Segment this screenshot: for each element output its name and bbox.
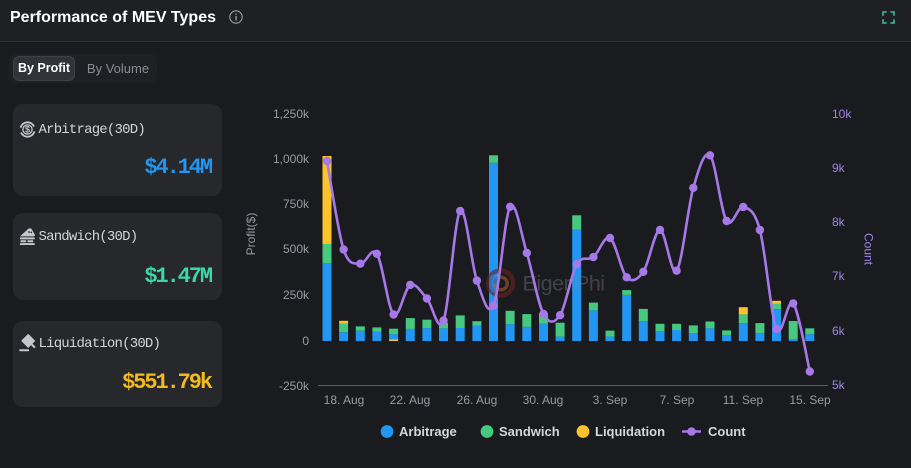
svg-text:18. Aug: 18. Aug xyxy=(324,393,365,407)
svg-text:5k: 5k xyxy=(832,378,846,392)
svg-text:30. Aug: 30. Aug xyxy=(523,393,564,407)
svg-text:500k: 500k xyxy=(283,242,310,256)
svg-text:-250k: -250k xyxy=(279,379,310,393)
svg-text:11. Sep: 11. Sep xyxy=(723,393,764,407)
svg-text:3. Sep: 3. Sep xyxy=(593,393,628,407)
svg-text:Liquidation: Liquidation xyxy=(595,424,665,439)
svg-text:7k: 7k xyxy=(832,269,846,283)
svg-text:Count: Count xyxy=(708,424,746,439)
svg-text:Profit($): Profit($) xyxy=(244,213,258,256)
svg-text:$: $ xyxy=(24,125,29,135)
svg-text:Sandwich: Sandwich xyxy=(499,424,560,439)
svg-text:22. Aug: 22. Aug xyxy=(390,393,431,407)
svg-text:250k: 250k xyxy=(283,288,310,302)
svg-text:9k: 9k xyxy=(832,161,846,175)
svg-text:26. Aug: 26. Aug xyxy=(457,393,498,407)
svg-text:0: 0 xyxy=(302,334,309,348)
svg-text:1,250k: 1,250k xyxy=(273,107,310,121)
svg-text:7. Sep: 7. Sep xyxy=(660,393,695,407)
svg-text:15. Sep: 15. Sep xyxy=(789,393,831,407)
svg-text:8k: 8k xyxy=(832,215,846,229)
svg-text:Arbitrage: Arbitrage xyxy=(399,424,457,439)
svg-text:10k: 10k xyxy=(832,107,852,121)
svg-text:1,000k: 1,000k xyxy=(273,152,310,166)
svg-text:Count: Count xyxy=(862,233,876,266)
svg-text:6k: 6k xyxy=(832,324,846,338)
svg-text:750k: 750k xyxy=(283,197,310,211)
